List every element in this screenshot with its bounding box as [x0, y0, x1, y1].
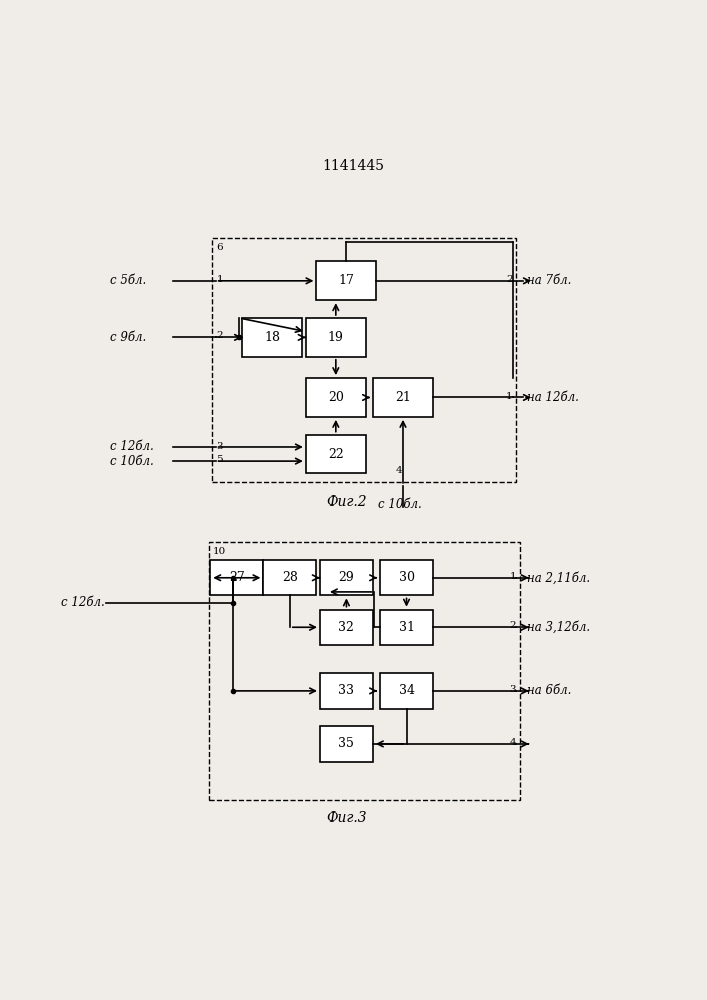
Bar: [320, 673, 373, 709]
Text: с 12бл.: с 12бл.: [61, 596, 105, 609]
Text: на 2,11бл.: на 2,11бл.: [527, 571, 590, 584]
Text: 33: 33: [339, 684, 354, 697]
Text: с 10бл.: с 10бл.: [378, 498, 421, 511]
Text: 3: 3: [216, 442, 223, 451]
Text: 29: 29: [339, 571, 354, 584]
Bar: [320, 610, 373, 645]
Bar: [209, 542, 520, 800]
Text: 1141445: 1141445: [322, 159, 385, 173]
Text: 35: 35: [339, 737, 354, 750]
Text: 4: 4: [510, 738, 516, 747]
Bar: [373, 378, 433, 417]
Text: 2: 2: [216, 331, 223, 340]
Text: 3: 3: [510, 685, 516, 694]
Text: с 10бл.: с 10бл.: [110, 455, 153, 468]
Text: на 6бл.: на 6бл.: [527, 684, 571, 697]
Bar: [380, 673, 433, 709]
Text: Фиг.2: Фиг.2: [326, 495, 367, 509]
Text: 20: 20: [328, 391, 344, 404]
Text: на 3,12бл.: на 3,12бл.: [527, 621, 590, 634]
Text: 17: 17: [339, 274, 354, 287]
Text: 1: 1: [510, 572, 516, 581]
Bar: [305, 318, 366, 357]
Text: 31: 31: [399, 621, 414, 634]
Text: 5: 5: [216, 455, 223, 464]
Bar: [212, 238, 516, 482]
Text: 2: 2: [506, 275, 513, 284]
Text: 30: 30: [399, 571, 414, 584]
Bar: [263, 560, 316, 595]
Text: Фиг.3: Фиг.3: [326, 811, 367, 825]
Text: 10: 10: [213, 547, 226, 556]
Text: на 12бл.: на 12бл.: [527, 391, 578, 404]
Text: 28: 28: [282, 571, 298, 584]
Text: с 9бл.: с 9бл.: [110, 331, 146, 344]
Text: 1: 1: [216, 275, 223, 284]
Text: с 12бл.: с 12бл.: [110, 440, 153, 453]
Bar: [242, 318, 303, 357]
Text: 21: 21: [395, 391, 411, 404]
Text: на 7бл.: на 7бл.: [527, 274, 571, 287]
Bar: [380, 610, 433, 645]
Text: 32: 32: [339, 621, 354, 634]
Text: с 5бл.: с 5бл.: [110, 274, 146, 287]
Text: 27: 27: [229, 571, 245, 584]
Text: 4: 4: [396, 466, 403, 475]
Text: 6: 6: [216, 243, 223, 252]
Text: 1: 1: [506, 392, 513, 401]
Text: 34: 34: [399, 684, 414, 697]
Bar: [380, 560, 433, 595]
Text: 18: 18: [264, 331, 280, 344]
Bar: [305, 378, 366, 417]
Bar: [305, 435, 366, 473]
Text: 19: 19: [328, 331, 344, 344]
Bar: [320, 560, 373, 595]
Text: 2: 2: [510, 621, 516, 630]
Text: 22: 22: [328, 448, 344, 461]
Bar: [316, 261, 376, 300]
Bar: [211, 560, 263, 595]
Bar: [320, 726, 373, 762]
